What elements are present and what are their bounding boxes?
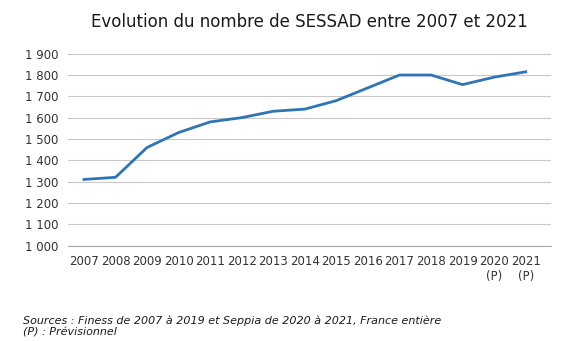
Title: Evolution du nombre de SESSAD entre 2007 et 2021: Evolution du nombre de SESSAD entre 2007… <box>91 13 528 31</box>
Text: Sources : Finess de 2007 à 2019 et Seppia de 2020 à 2021, France entière
(P) : P: Sources : Finess de 2007 à 2019 et Seppi… <box>23 315 441 338</box>
